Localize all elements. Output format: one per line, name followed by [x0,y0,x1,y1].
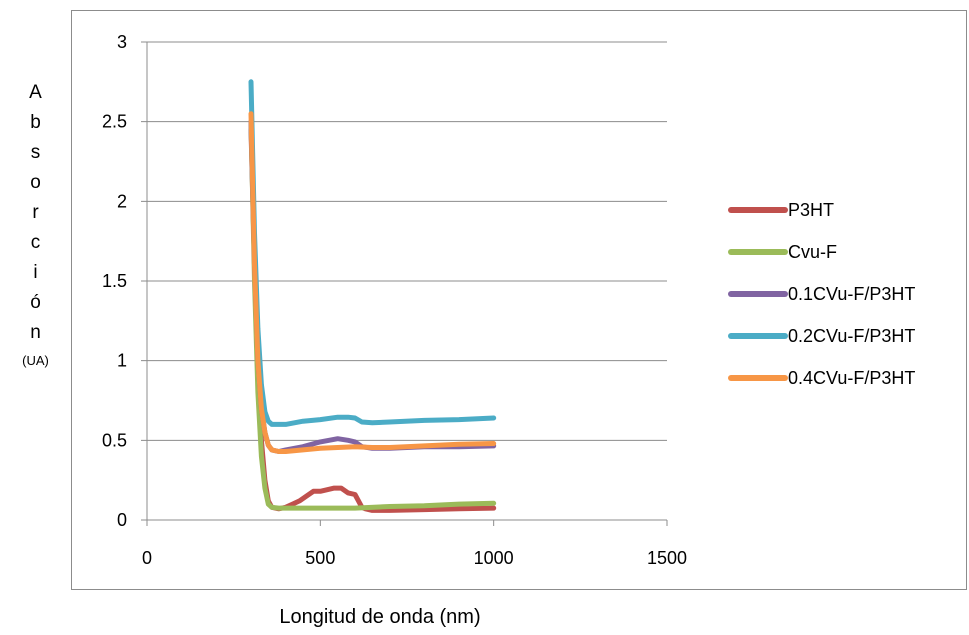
x-axis-label: Longitud de onda (nm) [279,606,481,628]
y-axis-label-letter: o [30,172,41,193]
y-axis-label-letter: s [30,142,41,163]
y-tick-label: 3 [117,32,127,52]
series-layer [248,79,497,513]
y-tick-label: 0 [117,510,127,530]
y-tick-label: 2.5 [102,112,127,132]
legend-item: 0.4CVu-F/P3HT [728,357,915,399]
y-axis-label-letter: b [30,112,41,133]
x-tick-label: 0 [142,548,152,568]
x-tick-label: 500 [305,548,335,568]
x-tick-label: 1000 [474,548,514,568]
series-line-2 [248,119,497,454]
legend-label: P3HT [788,199,835,220]
legend-item: P3HT [728,189,915,231]
series-line-1 [248,119,497,511]
y-axis-label-letter: i [33,262,38,283]
y-axis-label-letter: A [29,82,42,103]
y-axis-label-letter: ó [30,292,41,313]
series-line-4 [248,111,497,454]
y-axis-label-letter: c [30,232,41,253]
legend: P3HT Cvu-F 0.1CVu-F/P3HT 0.2CVu-F/P3HT 0.4CV… [728,189,915,399]
chart-frame [71,10,967,590]
series-line-3 [248,79,497,427]
y-axis-label-letter: r [32,202,39,223]
legend-item: 0.2CVu-F/P3HT [728,315,915,357]
legend-item: 0.1CVu-F/P3HT [728,273,915,315]
legend-label: Cvu-F [788,241,837,262]
legend-swatch [728,375,788,381]
legend-label: 0.1CVu-F/P3HT [788,283,916,304]
axis-layer: 0 0.5 1 1.5 2 2.5 3 0 500 1000 1500 [102,32,687,568]
legend-label: 0.4CVu-F/P3HT [788,367,916,388]
legend-swatch [728,291,788,297]
legend-item: Cvu-F [728,231,915,273]
y-axis-unit: (UA) [22,353,49,368]
y-tick-label: 1.5 [102,271,127,291]
x-tick-label: 1500 [647,548,687,568]
legend-swatch [728,333,788,339]
y-tick-label: 2 [117,191,127,211]
y-axis-label-letter: n [30,322,41,343]
legend-label: 0.2CVu-F/P3HT [788,325,916,346]
y-tick-label: 1 [117,351,127,371]
legend-swatch [728,249,788,255]
y-tick-label: 0.5 [102,430,127,450]
legend-swatch [728,207,788,213]
